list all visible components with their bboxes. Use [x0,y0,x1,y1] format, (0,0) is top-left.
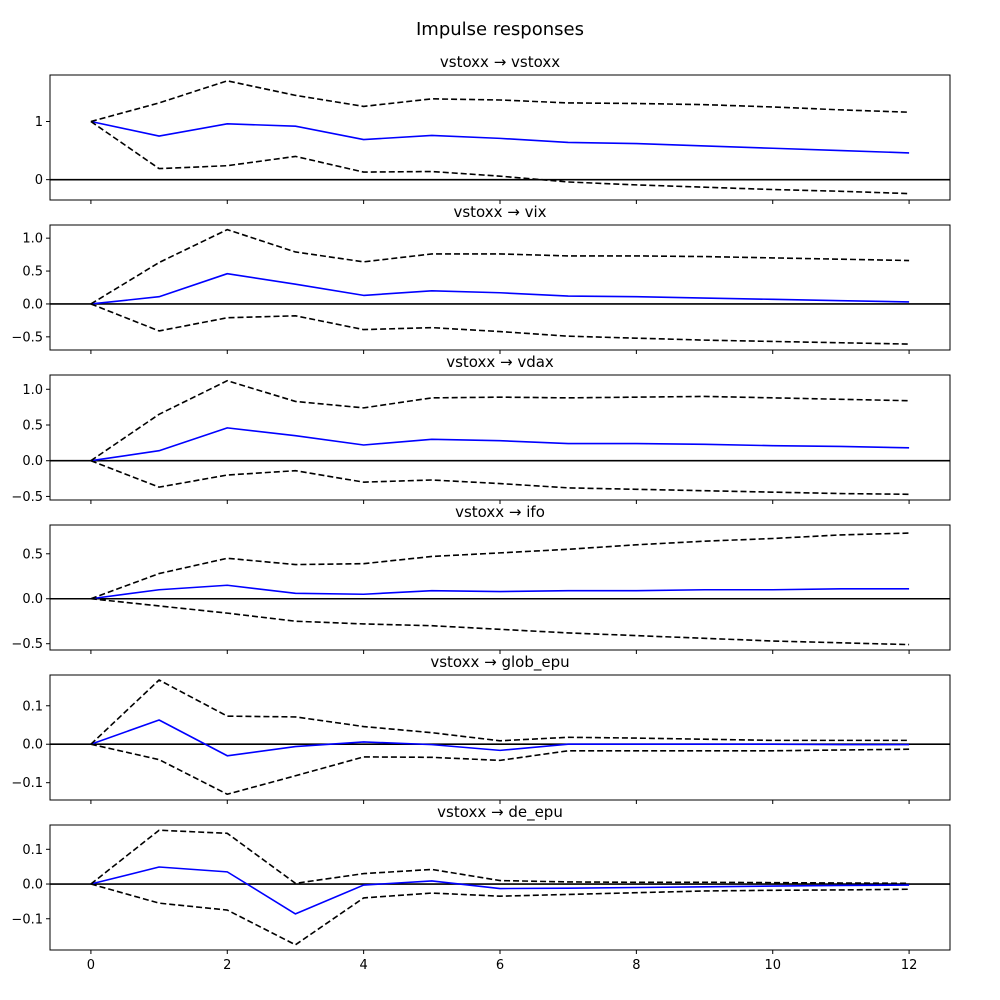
x-tick-label: 12 [901,958,918,973]
series-lower [90,743,910,796]
panel-frame [49,374,951,501]
plot-area [50,379,950,496]
series-response [90,272,910,305]
y-tick-label: 0.0 [22,738,43,753]
panel-5: vstoxx → glob_epu −0.1 0.0 0.1 [11,653,951,804]
y-tick-label: 0.1 [22,843,43,858]
series-response [90,427,910,462]
series-lower [90,597,910,646]
panel-frame [49,524,951,651]
y-tick-label: 0.5 [22,419,43,434]
series-upper [90,228,910,305]
series-upper [90,829,910,885]
y-tick-label: 0.0 [22,592,43,607]
x-tick-label: 4 [359,958,367,973]
x-tick-label: 8 [632,958,640,973]
x-tick-label: 2 [223,958,231,973]
series-response [90,120,910,154]
y-tick-label: 1.0 [22,232,43,247]
y-tick-label: −0.5 [11,490,43,505]
panel-title: vstoxx → vix [453,203,546,221]
panel-3: vstoxx → vdax −0.5 0.0 0.5 1.0 [11,353,951,505]
panel-frame [49,674,951,801]
series-response [90,866,910,915]
panels: vstoxx → vstoxx 0 1 vstoxx → vix −0.5 0.0 0.5 1… [11,53,951,973]
panel-frame [49,824,951,951]
panel-title: vstoxx → ifo [455,503,545,521]
y-tick-label: 0.0 [22,297,43,312]
y-tick-label: 0.1 [22,699,43,714]
series-upper [90,80,910,123]
series-response [90,719,910,757]
y-tick-label: 0.5 [22,265,43,280]
x-tick-label: 6 [496,958,504,973]
y-tick-label: 1 [35,115,43,130]
series-upper [90,679,910,745]
plot-area [50,80,950,195]
figure-title: Impulse responses [416,19,584,40]
y-tick-label: 0.0 [22,454,43,469]
plot-area [50,829,950,946]
x-tick-label: 10 [764,958,781,973]
panel-title: vstoxx → vdax [446,353,554,371]
panel-title: vstoxx → vstoxx [440,53,560,71]
plot-area [50,228,950,345]
plot-area [50,532,950,646]
panel-title: vstoxx → de_epu [437,803,563,822]
series-upper [90,379,910,462]
y-tick-label: −0.5 [11,330,43,345]
panel-frame [49,224,951,351]
x-tick-label: 0 [87,958,95,973]
series-lower [90,120,910,195]
y-tick-label: −0.1 [11,776,43,791]
panel-6: vstoxx → de_epu −0.1 0.0 0.1 0 2 4 6 8 10 12 [11,803,951,973]
y-tick-label: 0 [35,173,43,188]
series-response [90,584,910,600]
y-tick-label: −0.5 [11,637,43,652]
series-lower [90,883,910,946]
series-upper [90,532,910,600]
y-tick-label: 0.5 [22,547,43,562]
y-tick-label: −0.1 [11,912,43,927]
series-lower [90,303,910,345]
panel-1: vstoxx → vstoxx 0 1 [35,53,951,204]
panel-frame [49,74,951,201]
y-tick-label: 0.0 [22,878,43,893]
panel-2: vstoxx → vix −0.5 0.0 0.5 1.0 [11,203,951,354]
plot-area [50,679,950,796]
series-lower [90,459,910,496]
panel-4: vstoxx → ifo −0.5 0.0 0.5 [11,503,951,654]
panel-title: vstoxx → glob_epu [430,653,569,672]
y-tick-label: 1.0 [22,383,43,398]
